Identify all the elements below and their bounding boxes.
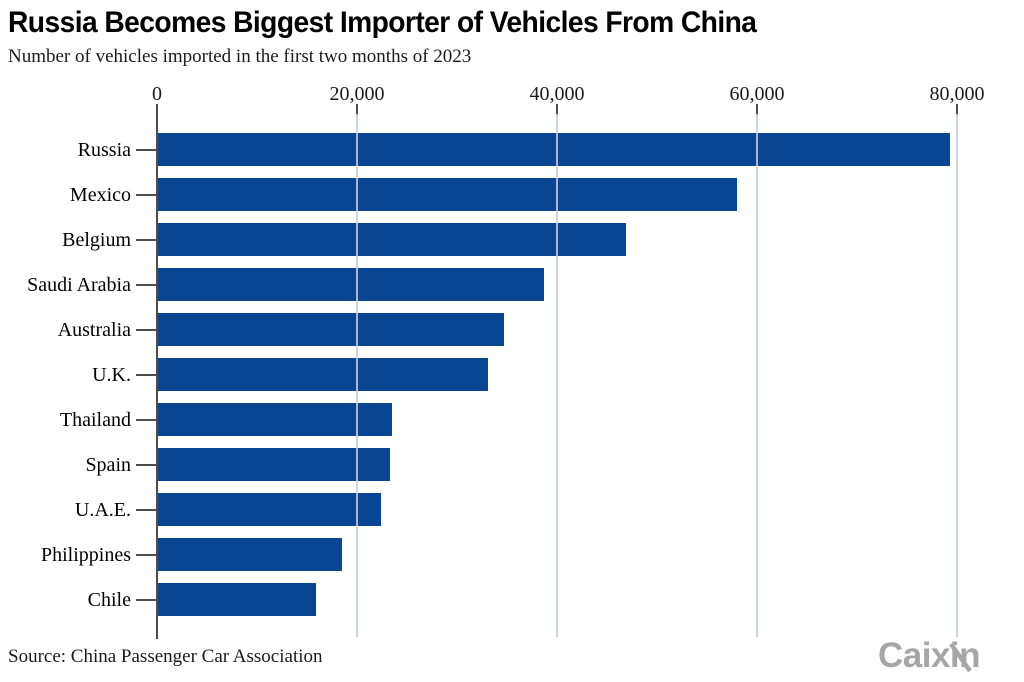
page-title: Russia Becomes Biggest Importer of Vehic… <box>8 6 757 39</box>
x-tick-label: 60,000 <box>729 83 785 105</box>
chart-subtitle: Number of vehicles imported in the first… <box>8 46 472 67</box>
x-axis-tick-mark <box>956 104 958 116</box>
x-tick-label: 0 <box>152 83 162 105</box>
category-label: Russia <box>77 139 131 161</box>
bar <box>158 223 626 256</box>
bar <box>158 268 544 301</box>
category-tick-mark <box>136 464 157 466</box>
category-tick-mark <box>136 284 157 286</box>
source-note: Source: China Passenger Car Association <box>8 646 323 667</box>
category-tick-mark <box>136 599 157 601</box>
bar <box>158 583 316 616</box>
bar-row: Saudi Arabia <box>0 262 1024 307</box>
category-label: Mexico <box>69 184 131 206</box>
category-label: U.A.E. <box>74 499 131 521</box>
category-label: U.K. <box>92 364 131 386</box>
caixin-logo: Caixin <box>878 636 1008 676</box>
category-tick-mark <box>136 509 157 511</box>
bar <box>158 313 504 346</box>
category-tick-mark <box>136 194 157 196</box>
bar <box>158 448 390 481</box>
bar-row: U.K. <box>0 352 1024 397</box>
x-tick-label: 80,000 <box>929 83 985 105</box>
category-tick-mark <box>136 374 157 376</box>
x-axis-tick-mark <box>556 104 558 116</box>
x-axis-tick-mark <box>356 104 358 116</box>
bar-row: Chile <box>0 577 1024 622</box>
x-axis-tick-mark <box>156 104 158 116</box>
bar-row: Mexico <box>0 172 1024 217</box>
x-tick-label: 20,000 <box>329 83 385 105</box>
bar-row: Spain <box>0 442 1024 487</box>
bar <box>158 133 950 166</box>
x-tick-label: 40,000 <box>529 83 585 105</box>
bar-row: U.A.E. <box>0 487 1024 532</box>
bar-row: Belgium <box>0 217 1024 262</box>
bar <box>158 493 381 526</box>
category-label: Saudi Arabia <box>27 274 131 296</box>
y-axis-line <box>156 112 158 639</box>
category-label: Thailand <box>59 409 131 431</box>
bar-row: Australia <box>0 307 1024 352</box>
category-label: Philippines <box>40 544 131 566</box>
bar-row: Russia <box>0 127 1024 172</box>
category-label: Belgium <box>62 229 131 251</box>
category-tick-mark <box>136 239 157 241</box>
bar <box>158 403 392 436</box>
category-label: Australia <box>57 319 131 341</box>
category-tick-mark <box>136 554 157 556</box>
bar <box>158 178 737 211</box>
category-label: Spain <box>85 454 131 476</box>
bar-row: Thailand <box>0 397 1024 442</box>
x-axis-tick-mark <box>756 104 758 116</box>
bar-row: Philippines <box>0 532 1024 577</box>
bar <box>158 538 342 571</box>
category-tick-mark <box>136 419 157 421</box>
category-tick-mark <box>136 149 157 151</box>
category-label: Chile <box>87 589 131 611</box>
category-tick-mark <box>136 329 157 331</box>
svg-text:Caixin: Caixin <box>878 636 980 675</box>
bar <box>158 358 488 391</box>
